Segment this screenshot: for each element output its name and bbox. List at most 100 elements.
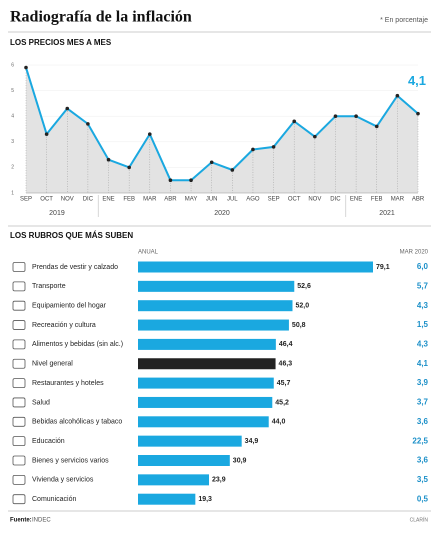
category-label: Equipamiento del hogar (32, 303, 107, 310)
category-label: Prendas de vestir y calzado (32, 264, 118, 271)
monthly-label: 5,7 (417, 281, 429, 290)
icon (12, 320, 26, 330)
y-tick-label: 2 (11, 165, 14, 171)
category-label: Nivel general (32, 361, 73, 368)
category-label: Educación (32, 438, 65, 445)
icon (12, 416, 26, 427)
value-label: 34,9 (245, 438, 259, 445)
monthly-label: 4,3 (417, 301, 429, 310)
point (333, 114, 338, 118)
monthly-label: 3,9 (417, 378, 429, 387)
column-header: MAR 2020 (400, 250, 429, 256)
year-label: 2020 (214, 210, 230, 217)
monthly-label: 3,7 (417, 398, 429, 407)
value-label: 45,2 (275, 399, 289, 406)
monthly-label: 3,5 (417, 475, 429, 484)
bar (138, 435, 242, 447)
value-label: 50,8 (292, 322, 306, 329)
title: Radiografía de la inflación (10, 9, 192, 26)
category-label: Bebidas alcohólicas y tabaco (32, 419, 122, 426)
value-label: 23,9 (212, 477, 226, 484)
x-tick-label: FEB (371, 197, 383, 203)
icon (12, 474, 26, 485)
x-tick-label: ENE (102, 197, 114, 203)
x-tick-label: SEP (20, 197, 32, 203)
category-label: Restaurantes y hoteles (32, 380, 104, 387)
icon (12, 378, 26, 389)
monthly-label: 0,5 (417, 494, 429, 503)
monthly-label: 4,1 (417, 359, 429, 368)
y-tick-label: 4 (11, 114, 14, 120)
icon (12, 494, 26, 505)
point (416, 111, 420, 116)
icon (12, 436, 26, 447)
bar (138, 358, 276, 370)
source-label: Fuente: (10, 518, 32, 524)
point (209, 160, 214, 165)
bar (138, 338, 276, 350)
y-tick-label: 5 (11, 88, 14, 94)
x-tick-label: MAY (185, 197, 198, 203)
icon (12, 358, 26, 369)
x-tick-label: DIC (83, 197, 94, 203)
point (230, 168, 235, 172)
x-tick-label: ABR (164, 197, 177, 203)
x-tick-label: JUL (227, 197, 238, 203)
value-label: 52,0 (295, 303, 309, 310)
point (395, 93, 400, 98)
point (127, 165, 131, 170)
category-label: Recreación y cultura (32, 322, 96, 329)
line (25, 67, 419, 182)
x-tick-label: OCT (288, 197, 301, 203)
x-tick-label: AGO (246, 197, 260, 203)
bar (138, 416, 269, 428)
x-tick-label: FEB (123, 197, 135, 203)
point (354, 114, 358, 118)
x-tick-label: ABR (412, 197, 425, 203)
category-label: Alimentos y bebidas (sin alc.) (32, 341, 123, 348)
end-label: 4,1 (408, 73, 426, 88)
x-tick-label: NOV (308, 197, 321, 203)
bar (138, 493, 196, 505)
x-tick-label: SEP (268, 197, 280, 203)
year-label: 2021 (379, 210, 395, 217)
section-title: LOS RUBROS QUE MÁS SUBEN (10, 231, 133, 240)
monthly-label: 1,5 (417, 320, 429, 329)
icon (12, 281, 26, 292)
monthly-label: 4,3 (417, 340, 429, 349)
x-tick-label: MAR (143, 197, 157, 203)
y-tick-label: 1 (11, 190, 14, 196)
icon (12, 455, 26, 466)
value-label: 45,7 (277, 380, 291, 387)
point (313, 134, 317, 139)
value-label: 52,6 (297, 283, 311, 290)
y-tick-label: 3 (11, 139, 14, 145)
monthly-label: 22,5 (412, 436, 428, 445)
monthly-label: 6,0 (417, 262, 429, 271)
x-tick-label: JUN (206, 197, 218, 203)
point (44, 132, 49, 136)
bar (138, 261, 373, 273)
icon (12, 339, 26, 350)
point (86, 122, 90, 126)
note: * En porcentaje (380, 17, 428, 24)
point (24, 65, 28, 70)
point (292, 119, 297, 124)
point (189, 178, 193, 182)
bar (138, 319, 289, 331)
value-label: 44,0 (272, 419, 286, 426)
point (147, 132, 152, 136)
monthly-label: 3,6 (417, 417, 429, 426)
x-tick-label: ENE (350, 197, 362, 203)
category-label: Vivienda y servicios (32, 477, 94, 484)
icon (12, 262, 26, 272)
bar (138, 396, 273, 408)
credit: CLARÍN (410, 516, 429, 523)
category-label: Transporte (32, 283, 66, 290)
point (251, 147, 255, 152)
x-tick-label: DIC (330, 197, 341, 203)
value-label: 30,9 (233, 457, 247, 464)
point (65, 106, 70, 111)
icon (12, 397, 26, 408)
